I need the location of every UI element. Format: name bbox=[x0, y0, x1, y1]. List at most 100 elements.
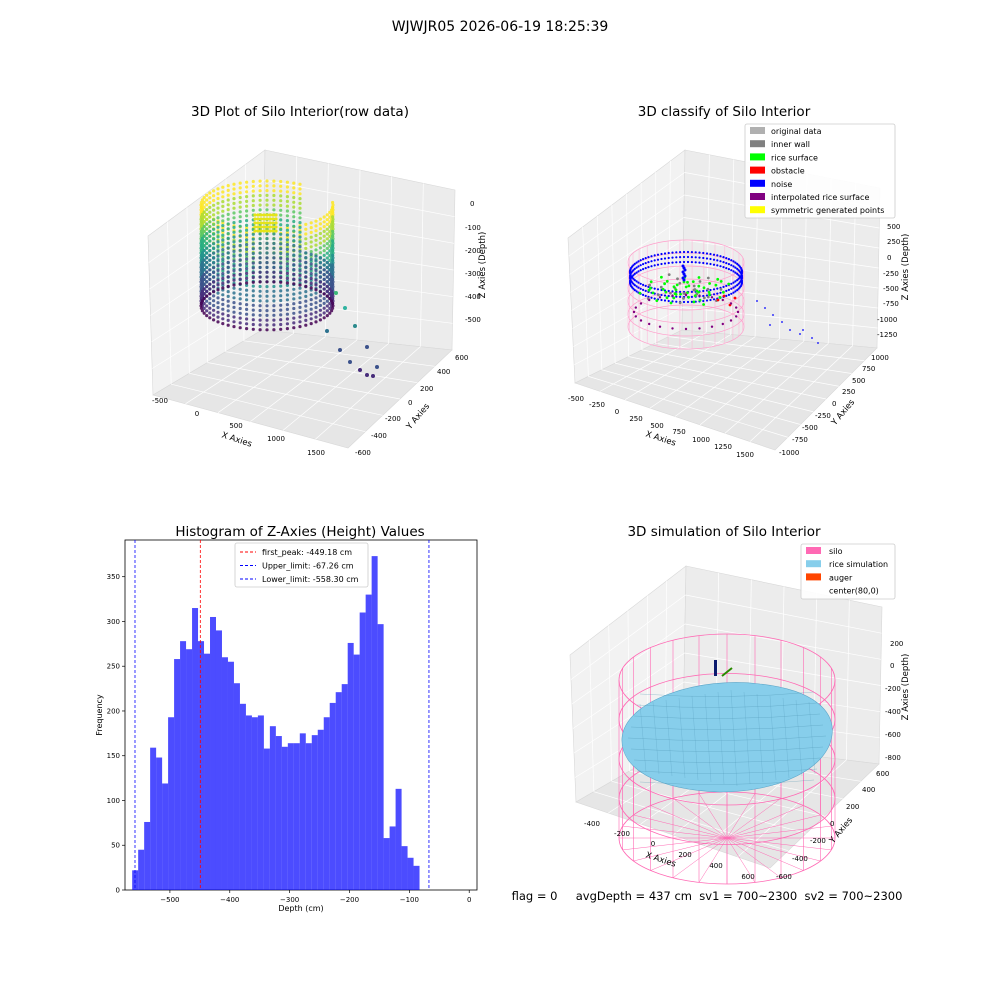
point bbox=[272, 289, 276, 293]
point bbox=[245, 209, 249, 213]
point bbox=[212, 251, 216, 255]
p2-xtick: -500 bbox=[568, 395, 584, 403]
histogram-bar bbox=[233, 683, 240, 890]
point bbox=[245, 252, 249, 256]
point bbox=[298, 249, 302, 253]
point bbox=[226, 314, 230, 318]
interpolated-point bbox=[735, 306, 738, 309]
surface-point bbox=[655, 299, 659, 302]
point bbox=[331, 200, 335, 205]
rice-mesh-line bbox=[808, 701, 816, 775]
rice-mesh-line bbox=[627, 735, 827, 741]
surface-point bbox=[697, 276, 701, 279]
noise-point bbox=[716, 259, 719, 262]
point bbox=[318, 231, 322, 236]
noise-point bbox=[702, 289, 705, 293]
p1-xtick: 1000 bbox=[267, 435, 285, 443]
point bbox=[245, 264, 249, 268]
panel2-yticks: 1000 750 500 250 0 -250 -500 -750 -1000 bbox=[779, 354, 889, 457]
grid-line bbox=[674, 338, 780, 417]
point bbox=[285, 303, 289, 307]
point bbox=[202, 258, 206, 262]
point bbox=[272, 256, 276, 260]
point bbox=[292, 229, 296, 233]
noise-point bbox=[712, 263, 716, 266]
point bbox=[298, 269, 302, 273]
noise-point bbox=[734, 280, 737, 283]
surface-point bbox=[659, 285, 663, 289]
point bbox=[245, 257, 249, 261]
silo-spoke bbox=[633, 814, 728, 839]
point bbox=[245, 322, 249, 326]
point bbox=[202, 200, 206, 204]
noise-point bbox=[740, 279, 744, 282]
point bbox=[258, 275, 262, 279]
point bbox=[322, 268, 326, 272]
point bbox=[216, 249, 220, 253]
point bbox=[199, 304, 203, 308]
surface-point bbox=[649, 286, 652, 290]
point bbox=[298, 221, 302, 225]
point bbox=[304, 237, 308, 241]
point bbox=[279, 256, 283, 260]
p1-ytick: -400 bbox=[371, 432, 387, 440]
point bbox=[200, 294, 204, 298]
point bbox=[314, 296, 318, 300]
point bbox=[216, 206, 220, 210]
surface-point bbox=[706, 287, 710, 291]
noise-point bbox=[663, 299, 667, 302]
noise-point bbox=[686, 250, 690, 254]
point bbox=[309, 250, 313, 254]
point bbox=[285, 204, 289, 208]
point bbox=[253, 221, 257, 225]
histogram-bar bbox=[186, 649, 193, 890]
p1-ztick: -200 bbox=[465, 247, 481, 255]
point bbox=[253, 217, 257, 221]
point bbox=[226, 304, 230, 308]
point bbox=[309, 240, 313, 244]
noise-point bbox=[644, 267, 647, 270]
point bbox=[232, 225, 236, 229]
noise-point bbox=[679, 251, 682, 254]
noise-point bbox=[725, 267, 728, 270]
point bbox=[298, 197, 302, 201]
grid-line bbox=[668, 160, 671, 337]
point bbox=[208, 263, 212, 267]
point bbox=[205, 304, 209, 308]
point bbox=[262, 229, 266, 233]
noise-point bbox=[682, 278, 686, 282]
point bbox=[314, 283, 318, 287]
noise-point bbox=[660, 257, 663, 261]
interpolated-point bbox=[671, 294, 674, 297]
point bbox=[208, 258, 212, 262]
point bbox=[253, 213, 257, 217]
point bbox=[343, 306, 347, 310]
legend-label: obstacle bbox=[771, 167, 805, 176]
point bbox=[279, 294, 283, 298]
point bbox=[265, 229, 269, 233]
point bbox=[212, 285, 216, 289]
point bbox=[221, 248, 225, 252]
point bbox=[314, 224, 318, 228]
noise-point bbox=[736, 262, 739, 265]
point bbox=[272, 280, 276, 284]
point bbox=[285, 257, 289, 261]
panel1-zticks: 0 -100 -200 -300 -400 -500 bbox=[465, 200, 481, 324]
noise-point bbox=[734, 261, 737, 264]
point bbox=[325, 237, 329, 241]
point bbox=[304, 299, 308, 303]
noise-point bbox=[686, 260, 690, 264]
surface-point bbox=[672, 285, 676, 289]
point bbox=[325, 304, 329, 308]
p2-xtick: 250 bbox=[629, 415, 642, 423]
point bbox=[226, 260, 230, 264]
silo-spoke bbox=[650, 805, 728, 839]
point bbox=[226, 246, 230, 250]
point bbox=[238, 243, 242, 248]
point bbox=[205, 294, 209, 298]
point bbox=[216, 225, 220, 229]
point bbox=[325, 289, 329, 293]
point bbox=[238, 239, 242, 243]
point bbox=[318, 236, 322, 240]
point bbox=[200, 280, 204, 284]
